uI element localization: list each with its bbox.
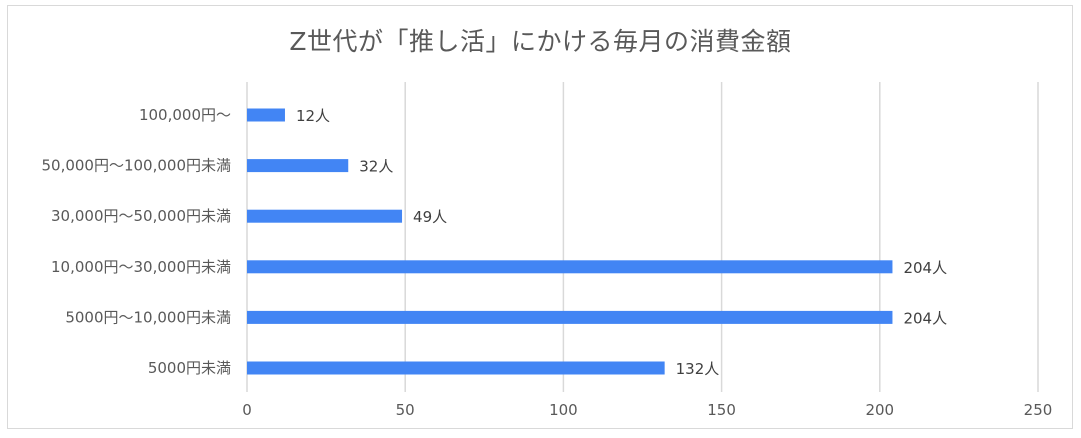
data-label: 49人	[413, 208, 447, 226]
bar	[247, 209, 403, 223]
category-label: 50,000円～100,000円未満	[41, 157, 231, 175]
bar	[247, 159, 349, 173]
bar	[247, 108, 285, 122]
labels: 0 50 100 150 200 250 100,000円～ 12人 50,000円～100,0…	[41, 106, 1052, 419]
x-tick-label: 50	[396, 401, 415, 419]
x-tick-label: 0	[242, 401, 252, 419]
data-label: 32人	[359, 158, 393, 176]
category-label: 5000円～10,000円未満	[65, 308, 231, 326]
category-label: 10,000円～30,000円未満	[51, 258, 231, 276]
data-label: 204人	[903, 309, 947, 327]
x-tick-label: 250	[1024, 401, 1053, 419]
category-label: 30,000円～50,000円未満	[51, 207, 231, 225]
data-label: 132人	[676, 360, 720, 378]
category-label: 5000円未満	[148, 359, 231, 377]
chart-frame	[7, 5, 1073, 429]
bars	[247, 108, 893, 375]
data-label: 204人	[903, 259, 947, 277]
bar	[247, 260, 893, 274]
data-label: 12人	[296, 107, 330, 125]
bar	[247, 310, 893, 324]
gridlines	[246, 82, 1039, 392]
x-tick-label: 100	[549, 401, 578, 419]
category-label: 100,000円～	[139, 106, 231, 124]
x-tick-label: 200	[865, 401, 894, 419]
bar	[247, 361, 665, 375]
x-tick-label: 150	[707, 401, 736, 419]
chart-title: Z世代が「推し活」にかける毎月の消費金額	[289, 27, 792, 56]
